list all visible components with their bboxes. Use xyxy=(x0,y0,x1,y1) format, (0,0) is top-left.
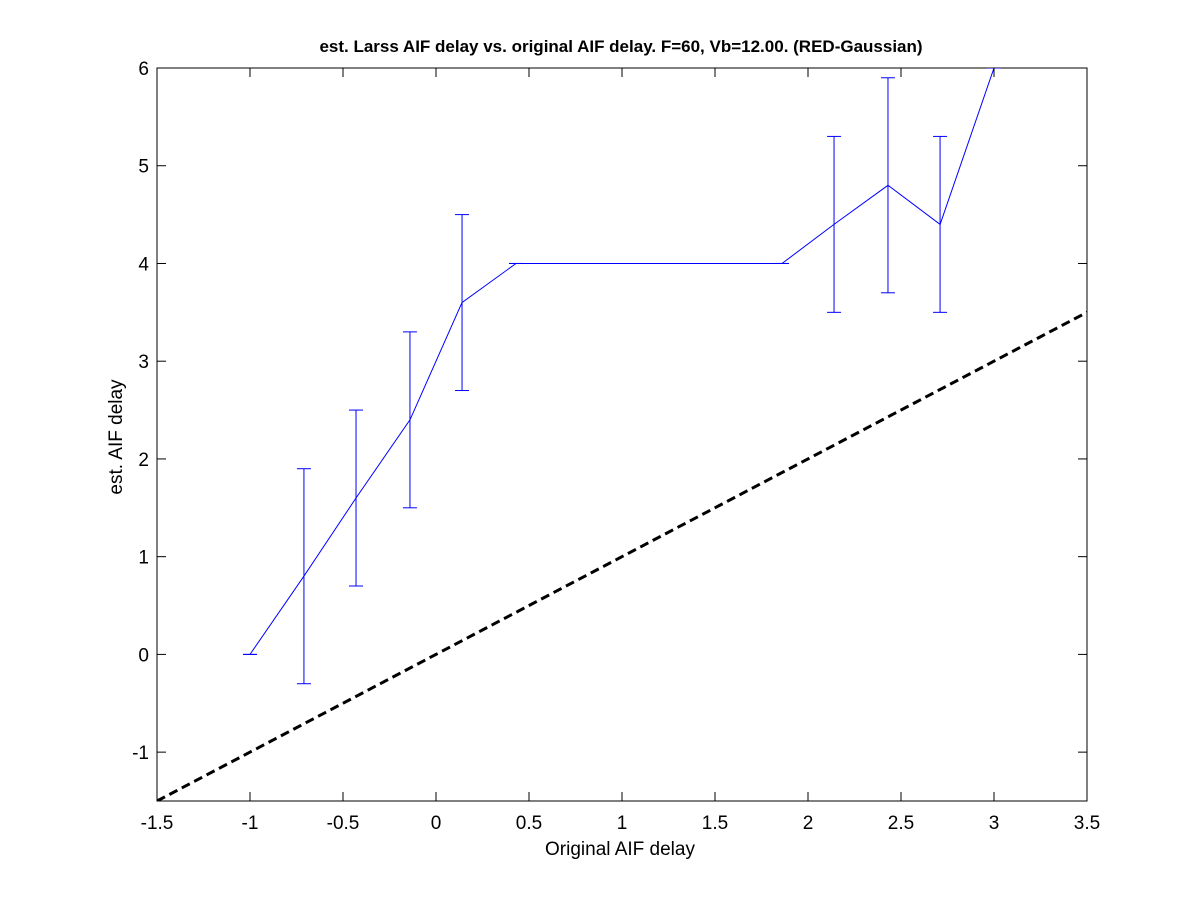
y-tick-label: 5 xyxy=(138,157,149,178)
series-line xyxy=(249,68,995,655)
x-axis: -1.5 -1 -0.5 0 0.5 1 1.5 2 2.5 3 3.5 xyxy=(141,68,1100,834)
x-tick-label: 0 xyxy=(431,813,442,834)
x-tick-label: 2 xyxy=(803,813,814,834)
y-tick-label: 6 xyxy=(138,59,149,80)
x-tick-label: 1 xyxy=(617,813,628,834)
y-axis: -1 0 1 2 3 4 5 6 xyxy=(132,59,1087,764)
y-tick-label: 1 xyxy=(138,548,149,569)
x-tick-label: 3.5 xyxy=(1074,813,1100,834)
x-tick-label: -1 xyxy=(242,813,259,834)
x-tick-label: 1.5 xyxy=(702,813,728,834)
y-tick-label: -1 xyxy=(132,743,149,764)
reference-line xyxy=(157,310,1087,801)
x-tick-label: 2.5 xyxy=(888,813,914,834)
x-axis-label: Original AIF delay xyxy=(545,839,695,860)
x-tick-label: 3 xyxy=(989,813,1000,834)
y-tick-label: 2 xyxy=(138,450,149,471)
chart-title: est. Larss AIF delay vs. original AIF de… xyxy=(319,37,922,56)
axes-box xyxy=(156,67,1088,802)
x-tick-label: 0.5 xyxy=(516,813,542,834)
data-layer xyxy=(157,68,1087,801)
y-tick-label: 0 xyxy=(138,645,149,666)
x-tick-label: -1.5 xyxy=(141,813,174,834)
y-tick-label: 3 xyxy=(138,352,149,373)
y-axis-label: est. AIF delay xyxy=(106,379,127,495)
y-tick-label: 4 xyxy=(138,254,149,275)
x-tick-label: -0.5 xyxy=(327,813,360,834)
plot-area xyxy=(156,67,1088,802)
